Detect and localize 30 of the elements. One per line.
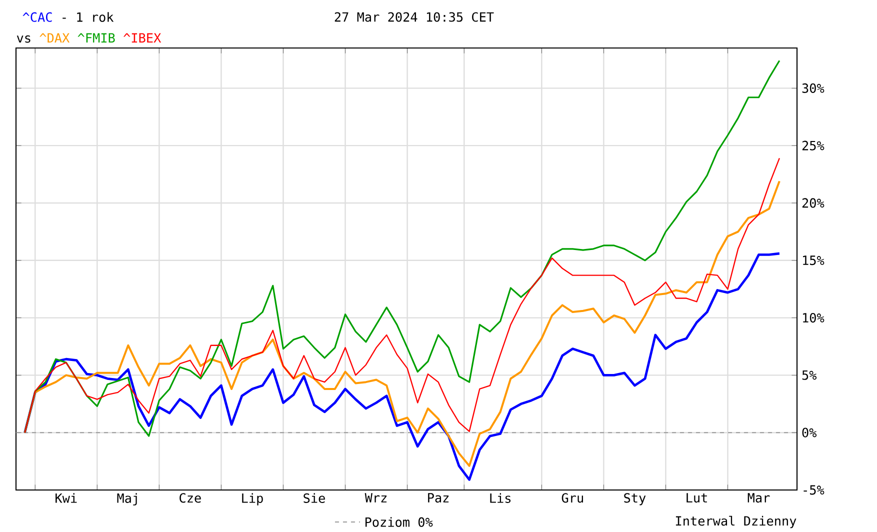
text: ^FMIB: [78, 33, 115, 43]
line-series: [24, 252, 781, 481]
x-tick-label: Paz: [428, 493, 449, 503]
y-tick-label: 0%: [802, 428, 817, 438]
x-tick-label: Cze: [180, 493, 201, 503]
legend-label: Poziom 0%: [365, 517, 433, 527]
x-tick-label: Mar: [748, 493, 770, 503]
x-tick-label: Lip: [242, 493, 263, 506]
x-tick-label: Wrz: [364, 493, 387, 502]
text: Interwal Dzienny: [676, 516, 796, 528]
x-tick-label: Lut: [686, 493, 707, 503]
y-tick-label: 5%: [802, 370, 817, 380]
x-tick-label: Lis: [490, 493, 511, 503]
y-tick-label: -5%: [804, 485, 824, 495]
x-tick-label: Kwi: [56, 493, 77, 503]
x-tick-label: Sty: [624, 493, 646, 506]
x-tick-label: Maj: [117, 493, 137, 506]
chart-title: - 1 rok: [62, 12, 114, 22]
text: ^IBEX: [123, 33, 162, 43]
x-tick-label: Gru: [562, 493, 583, 503]
y-tick-label: 30%: [802, 83, 824, 93]
y-tick-label: 10%: [803, 312, 824, 323]
text: ^CAC: [22, 12, 52, 22]
y-tick-label: 15%: [803, 256, 824, 266]
text: ^DAX: [40, 33, 70, 43]
x-tick-label: Sie: [304, 493, 325, 503]
text: vs: [16, 35, 30, 43]
y-tick-label: 20%: [802, 198, 824, 208]
chart-subtitle: 27 Mar 2024 10:35 CET: [334, 12, 494, 22]
y-tick-label: 25%: [802, 140, 824, 150]
